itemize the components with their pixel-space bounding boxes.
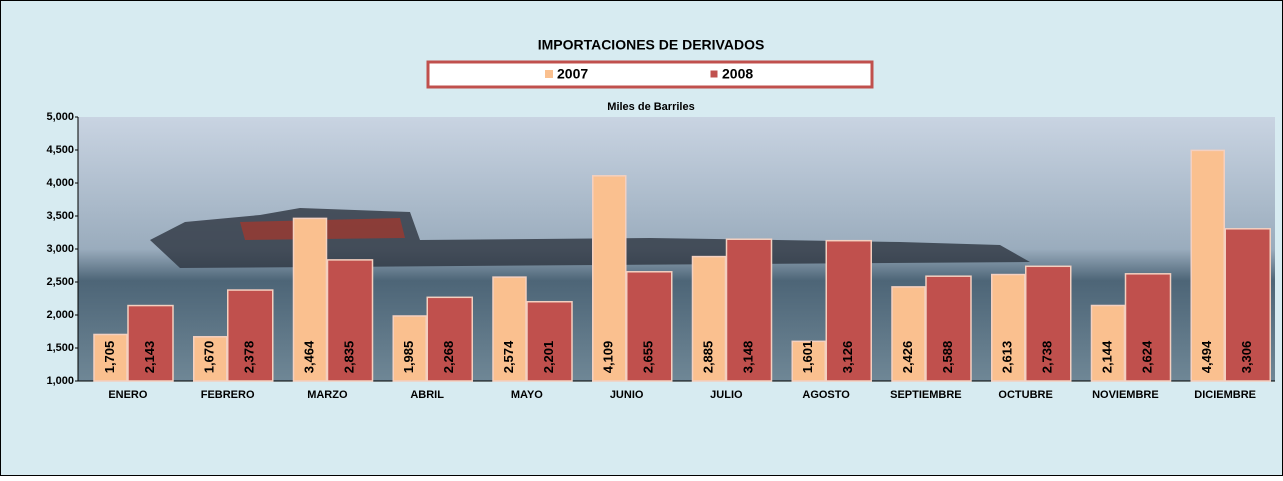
y-tick-label: 1,000 — [46, 375, 74, 387]
x-tick-label: ENERO — [108, 389, 148, 401]
x-tick-label: MARZO — [307, 389, 348, 401]
subtitle: Miles de Barriles — [607, 101, 694, 113]
legend-swatch — [545, 70, 553, 78]
x-tick-label: JUNIO — [610, 389, 644, 401]
x-tick-label: OCTUBRE — [998, 389, 1052, 401]
value-label: 1,985 — [401, 341, 416, 374]
value-label: 2,835 — [341, 341, 356, 374]
x-tick-label: AGOSTO — [802, 389, 850, 401]
value-label: 3,306 — [1239, 341, 1254, 374]
value-label: 2,738 — [1040, 341, 1055, 374]
legend-label: 2008 — [722, 66, 753, 82]
chart-title: IMPORTACIONES DE DERIVADOS — [538, 37, 765, 53]
y-tick-label: 2,500 — [46, 276, 74, 288]
value-label: 2,574 — [501, 340, 516, 373]
value-label: 1,670 — [202, 341, 217, 374]
y-tick-label: 4,500 — [46, 144, 74, 156]
legend-label: 2007 — [557, 66, 588, 82]
x-tick-label: ABRIL — [410, 389, 444, 401]
x-tick-label: MAYO — [511, 389, 543, 401]
value-label: 3,126 — [840, 341, 855, 374]
value-label: 2,268 — [441, 341, 456, 374]
value-label: 4,109 — [601, 341, 616, 374]
value-label: 4,494 — [1199, 340, 1214, 373]
y-tick-label: 1,500 — [46, 342, 74, 354]
y-tick-label: 5,000 — [46, 111, 74, 123]
value-label: 2,655 — [641, 341, 656, 374]
value-label: 3,464 — [301, 340, 316, 373]
value-label: 2,378 — [242, 341, 257, 374]
value-label: 1,601 — [800, 341, 815, 374]
x-tick-label: DICIEMBRE — [1194, 389, 1256, 401]
value-label: 2,201 — [541, 341, 556, 374]
value-label: 1,705 — [102, 341, 117, 374]
y-tick-label: 3,500 — [46, 210, 74, 222]
chart: IMPORTACIONES DE DERIVADOS Miles de Barr… — [0, 0, 1283, 476]
legend — [428, 62, 872, 87]
x-tick-label: FEBRERO — [201, 389, 255, 401]
value-label: 2,613 — [1000, 341, 1015, 374]
x-tick-label: JULIO — [710, 389, 743, 401]
x-tick-label: NOVIEMBRE — [1092, 389, 1159, 401]
x-tick-label: SEPTIEMBRE — [890, 389, 962, 401]
value-label: 2,624 — [1139, 340, 1154, 373]
value-label: 2,426 — [900, 341, 915, 374]
value-label: 2,885 — [700, 341, 715, 374]
value-label: 2,588 — [940, 341, 955, 374]
y-tick-label: 2,000 — [46, 309, 74, 321]
y-tick-label: 4,000 — [46, 177, 74, 189]
legend-swatch — [710, 70, 718, 78]
y-tick-label: 3,000 — [46, 243, 74, 255]
value-label: 3,148 — [740, 341, 755, 374]
value-label: 2,143 — [142, 341, 157, 374]
value-label: 2,144 — [1099, 340, 1114, 373]
